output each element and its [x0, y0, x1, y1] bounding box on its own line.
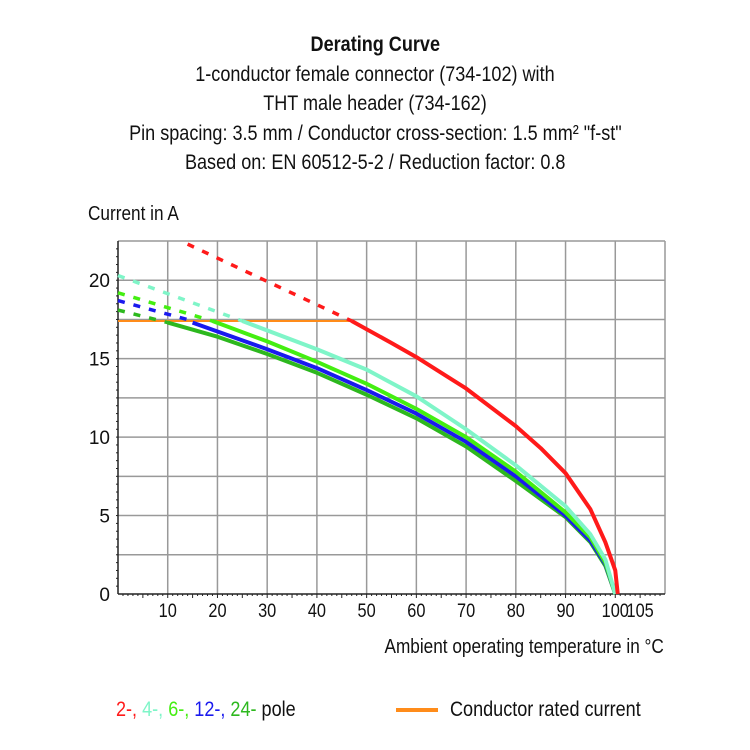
series-2pole-solid-line — [350, 319, 620, 595]
legend-item: 4-, — [142, 698, 169, 721]
chart-titles: Derating Curve 1-conductor female connec… — [0, 30, 750, 178]
x-tick-label: 30 — [258, 600, 276, 621]
chart-subtitle-4: Based on: EN 60512-5-2 / Reduction facto… — [184, 151, 566, 174]
legend-series: 2-, 4-, 6-, 12-, 24- pole — [116, 698, 296, 722]
series-6pole-solid-line — [211, 319, 618, 595]
x-tick-label: 50 — [358, 600, 376, 621]
series-4pole-dashed-line — [117, 273, 243, 323]
x-tick-label: 70 — [457, 600, 475, 621]
x-tick-label: 105 — [627, 600, 654, 621]
series-4pole-solid-line — [241, 319, 618, 595]
x-tick-label: 10 — [159, 600, 177, 621]
y-tick-label: 0 — [99, 585, 110, 606]
x-tick-label: 90 — [556, 600, 574, 621]
legend-suffix: pole — [261, 698, 296, 721]
y-axis-label: Current in A — [88, 203, 179, 225]
legend-rated-label: Conductor rated current — [450, 698, 641, 721]
y-tick-label: 15 — [89, 350, 110, 371]
legend-rated-current: Conductor rated current — [396, 698, 672, 722]
y-tick-label: 5 — [99, 507, 110, 528]
chart-subtitle-3: Pin spacing: 3.5 mm / Conductor cross-se… — [128, 121, 622, 145]
y-tick-label: 10 — [89, 428, 110, 449]
series-12pole-dashed-line — [117, 298, 194, 323]
x-tick-label: 20 — [208, 600, 226, 621]
legend-item: 2-, — [116, 698, 143, 721]
x-tick-label: 80 — [507, 600, 525, 621]
legend-item: 12-, — [194, 698, 231, 721]
x-tick-label: 40 — [308, 600, 326, 621]
y-tick-label: 20 — [89, 271, 110, 292]
x-tick-label: 60 — [407, 600, 425, 621]
legend-rated-swatch — [396, 708, 438, 713]
legend-item: 24- — [230, 698, 262, 721]
series-6pole-dashed-line — [117, 291, 213, 323]
chart-subtitle-2: THT male header (734-162) — [263, 92, 487, 115]
legend-item: 6-, — [168, 698, 195, 721]
chart-subtitle-1: 1-conductor female connector (734-102) w… — [195, 62, 555, 86]
x-axis-label: Ambient operating temperature in °C — [384, 636, 664, 658]
x-tick-label: 100 — [602, 600, 629, 621]
chart-title: Derating Curve — [310, 33, 440, 56]
